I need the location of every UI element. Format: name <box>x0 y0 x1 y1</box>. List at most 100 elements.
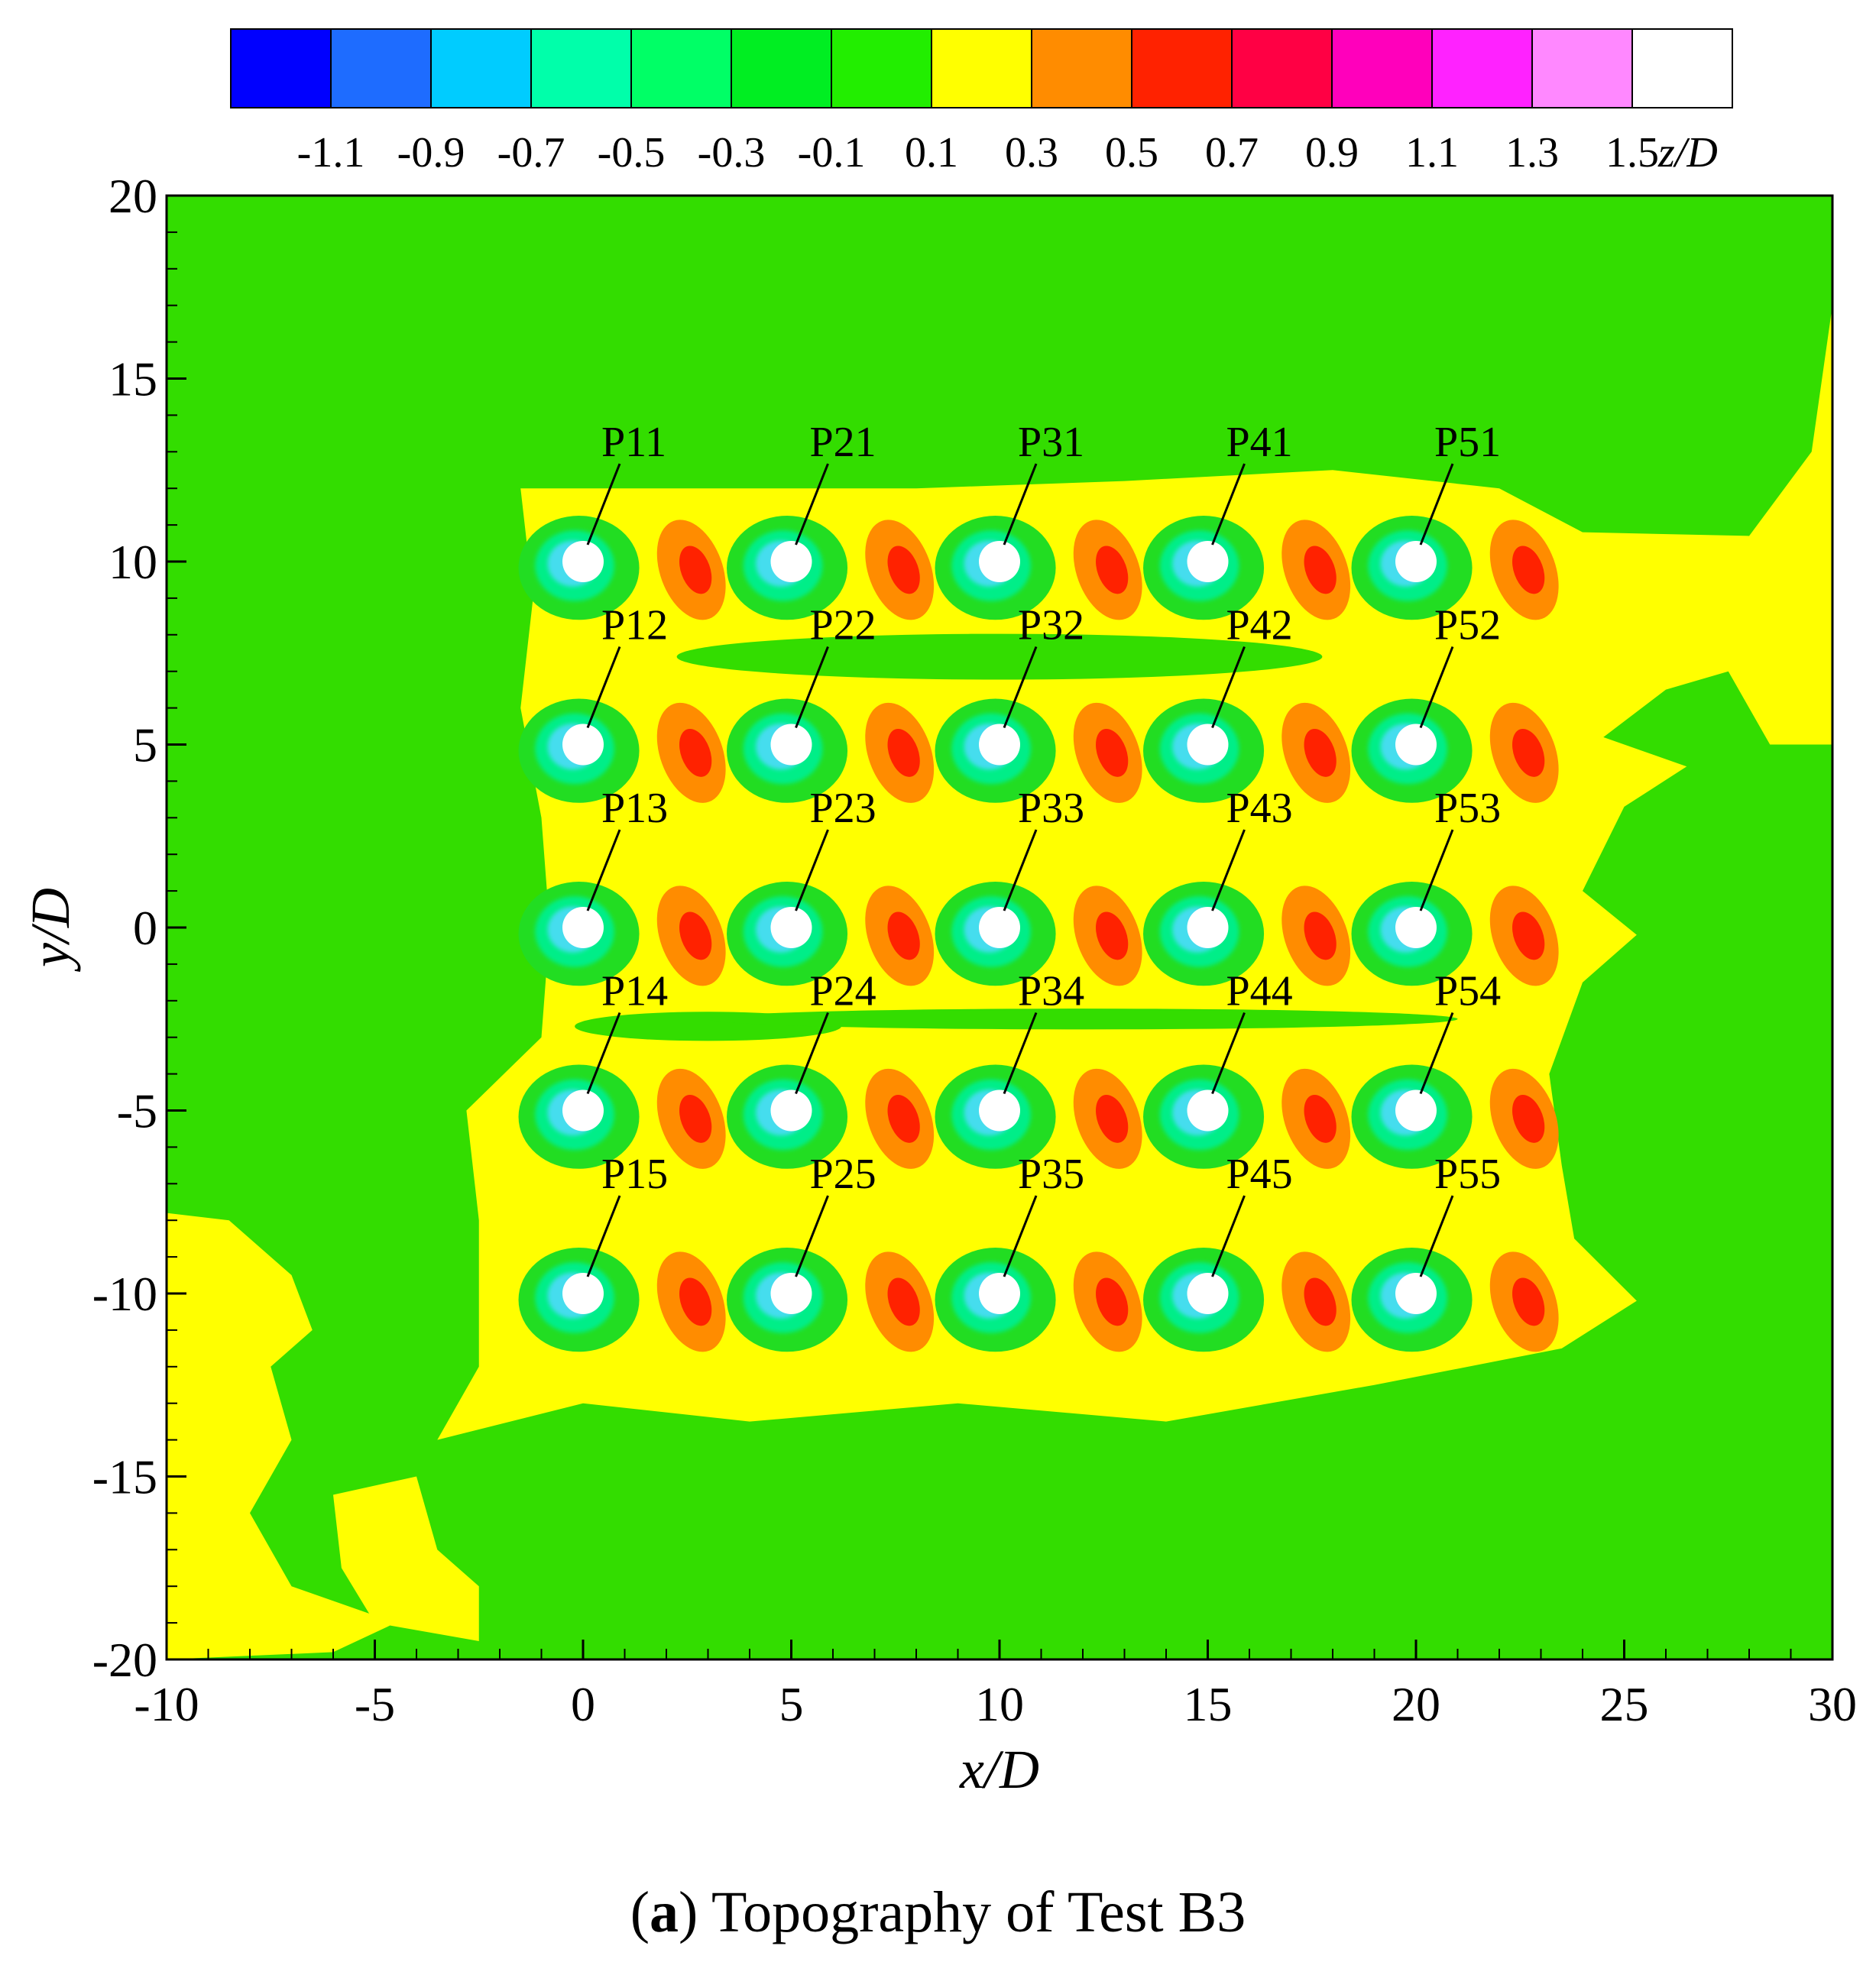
deposition-patch <box>333 1476 479 1642</box>
pile-label: P11 <box>601 419 666 466</box>
colorbar-swatch <box>330 28 432 108</box>
pile-marker <box>770 541 812 582</box>
pile-marker <box>1187 907 1229 948</box>
deposition-peak <box>1304 911 1337 960</box>
deposition-peak <box>887 728 920 777</box>
pile-marker <box>770 724 812 766</box>
pile-leader-line <box>586 463 621 546</box>
pile-leader-line <box>1419 1012 1454 1095</box>
colorbar-swatch <box>831 28 932 108</box>
pile-label: P22 <box>810 602 876 649</box>
y-tick-label: 20 <box>109 169 157 223</box>
colorbar-tick-label: 0.9 <box>1305 129 1359 176</box>
colorbar-swatch <box>1531 28 1633 108</box>
deposition-peak <box>679 911 712 960</box>
x-tick-label: 10 <box>975 1677 1024 1731</box>
pile-label: P12 <box>601 602 668 649</box>
deposition-peak <box>679 546 712 594</box>
deposition-peak <box>887 1277 920 1326</box>
pile-marker <box>1395 541 1437 582</box>
x-tick-label: -5 <box>355 1677 395 1731</box>
x-tick-label: 25 <box>1600 1677 1649 1731</box>
pile-label: P51 <box>1434 419 1501 466</box>
pile-label: P55 <box>1434 1151 1501 1198</box>
y-tick-label: 15 <box>109 352 157 406</box>
deposition-peak <box>1304 546 1337 594</box>
colorbar-tick-label: 0.7 <box>1205 129 1259 176</box>
pile-marker <box>562 907 604 948</box>
colorbar-tick-label: 0.3 <box>1005 129 1058 176</box>
pile-marker <box>979 541 1020 582</box>
colorbar-swatch <box>1331 28 1433 108</box>
y-axis-title: y/D <box>20 888 81 973</box>
pile-marker <box>1395 1273 1437 1314</box>
pile-group: P11 P21 P31 P41 P51 P12 P22 P32 P42 P52 P13 P23 P33 P… <box>562 419 1501 1314</box>
deposition-peak <box>1512 1094 1545 1143</box>
deposition-peak <box>887 546 920 594</box>
y-tick-label: 0 <box>133 901 157 955</box>
deposition-peak <box>1304 1277 1337 1326</box>
pile-label: P53 <box>1434 785 1501 832</box>
y-tick-label: -10 <box>92 1267 157 1321</box>
pile-leader-line <box>1419 829 1454 911</box>
pile-label: P13 <box>601 785 668 832</box>
colorbar-tick-label: -0.3 <box>698 129 766 176</box>
pile-leader-line <box>586 829 621 911</box>
colorbar-swatch <box>1631 28 1733 108</box>
deposition-peak <box>1512 728 1545 777</box>
pile-leader-line <box>586 1195 621 1277</box>
pile-marker <box>979 907 1020 948</box>
colorbar <box>230 28 1733 108</box>
colorbar-swatch <box>630 28 732 108</box>
colorbar-labels: -1.1 -0.9 -0.7 -0.5 -0.3 -0.1 0.1 0.3 0.5 0.7 0.9 1… <box>297 129 1659 176</box>
y-tick-label: 10 <box>109 535 157 589</box>
pile-leader-line <box>1211 646 1246 729</box>
pile-label: P32 <box>1018 602 1084 649</box>
pile-marker <box>1187 541 1229 582</box>
figure-caption: (a) Topography of Test B3 <box>630 1880 1246 1944</box>
colorbar-swatch <box>230 28 332 108</box>
deposition-peak <box>1512 546 1545 594</box>
pile-leader-line <box>795 1195 829 1277</box>
pile-label: P14 <box>601 968 668 1015</box>
y-tick-label: -5 <box>117 1084 157 1138</box>
scour-channel <box>708 1009 1458 1030</box>
x-tick-label: 5 <box>779 1677 804 1731</box>
pile-label: P25 <box>810 1151 876 1198</box>
deposition-peak <box>1512 1277 1545 1326</box>
y-axis: 20 15 10 5 0 -5 -10 -15 -20 <box>92 169 186 1687</box>
deposition-peak <box>679 1277 712 1326</box>
pile-marker <box>770 907 812 948</box>
y-tick-label: -20 <box>92 1633 157 1687</box>
colorbar-swatch <box>1431 28 1533 108</box>
colorbar-swatch <box>430 28 532 108</box>
x-tick-label: -10 <box>134 1677 199 1731</box>
pile-marker <box>1395 907 1437 948</box>
pile-leader-line <box>586 646 621 729</box>
pile-label: P31 <box>1018 419 1084 466</box>
y-tick-label: 5 <box>133 718 157 772</box>
colorbar-tick-label: 0.5 <box>1105 129 1158 176</box>
colorbar-tick-label: -0.7 <box>497 129 565 176</box>
pile-leader-line <box>1211 1195 1246 1277</box>
pile-leader-line <box>1003 646 1038 729</box>
x-axis-title: x/D <box>959 1739 1039 1800</box>
deposition-peak <box>679 728 712 777</box>
deposition-peak <box>1304 1094 1337 1143</box>
deposition-peak <box>1096 546 1129 594</box>
pile-leader-line <box>795 829 829 911</box>
pile-marker <box>770 1273 812 1314</box>
pile-marker <box>979 1273 1020 1314</box>
colorbar-swatch <box>1231 28 1333 108</box>
caption-letter: a <box>650 1880 679 1944</box>
pile-marker <box>562 541 604 582</box>
x-tick-label: 15 <box>1184 1677 1233 1731</box>
deposition-peak <box>1096 728 1129 777</box>
colorbar-tick-label: 1.1 <box>1405 129 1459 176</box>
pile-label: P24 <box>810 968 876 1015</box>
pile-marker <box>1187 724 1229 766</box>
pile-marker <box>562 1273 604 1314</box>
pile-marker <box>1187 1089 1229 1132</box>
